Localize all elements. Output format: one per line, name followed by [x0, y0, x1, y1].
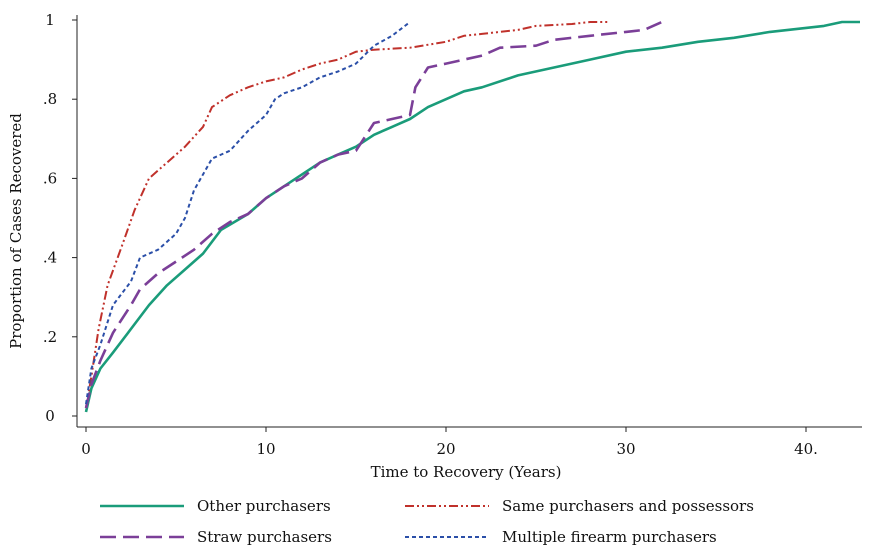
x-tick-label: 30: [616, 440, 635, 458]
legend-label: Same purchasers and possessors: [502, 497, 754, 515]
series-lines: [84, 20, 860, 413]
x-tick-label: 40.: [794, 440, 818, 458]
x-tick-label: 20: [436, 440, 455, 458]
x-tick-label: 10: [256, 440, 275, 458]
legend-label: Multiple firearm purchasers: [502, 528, 717, 546]
y-axis-title: Proportion of Cases Recovered: [7, 113, 25, 349]
y-axis-ticks: 0 .2 .4 .6 .8 1: [43, 11, 77, 425]
y-tick-label: .2: [43, 328, 57, 346]
x-axis-title: Time to Recovery (Years): [371, 463, 562, 481]
y-tick-label: .8: [43, 90, 57, 108]
series-line-multiple-firearm-purchasers: [85, 21, 411, 405]
y-tick-label: 1: [45, 11, 55, 29]
legend: Other purchasers Same purchasers and poss…: [100, 497, 754, 546]
legend-label: Other purchasers: [197, 497, 331, 515]
x-axis-ticks: 0 10 20 30 40.: [81, 427, 818, 458]
series-line-other-purchasers: [84, 20, 860, 413]
legend-label: Straw purchasers: [197, 528, 332, 546]
y-tick-label: 0: [45, 407, 55, 425]
y-tick-label: .4: [43, 249, 57, 267]
series-line-straw-purchasers: [84, 20, 663, 409]
y-tick-label: .6: [43, 169, 57, 187]
plot-area: 0 .2 .4 .6 .8 1 0 10 20 30 40.: [43, 11, 862, 458]
x-tick-label: 0: [81, 440, 91, 458]
series-line-same-purchasers-and-possessors: [85, 21, 608, 409]
